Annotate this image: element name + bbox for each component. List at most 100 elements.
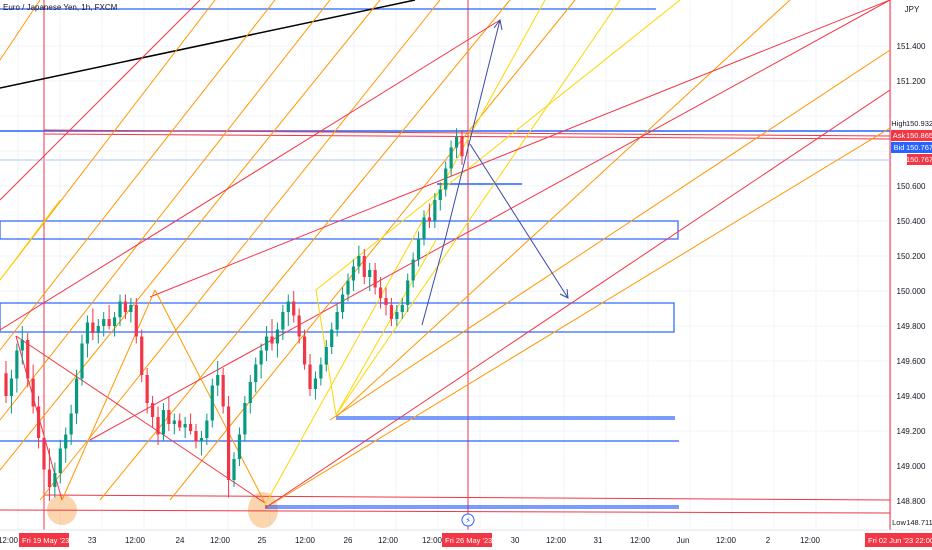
x-tick-label: 26 (344, 536, 353, 545)
trend-line[interactable] (169, 0, 576, 501)
x-tick-label: 12:00 (546, 536, 567, 545)
price-tag-label-box (891, 118, 907, 129)
candle-body (161, 410, 166, 435)
trend-line[interactable] (0, 0, 41, 61)
price-tag-label: Ask (893, 131, 906, 140)
price-tag-value: 150.767 (906, 155, 932, 164)
trend-line[interactable] (0, 0, 201, 201)
price-tag-label-box (891, 517, 907, 528)
trend-line[interactable] (43, 133, 891, 140)
candle-body (140, 336, 144, 375)
candle-body (58, 448, 62, 473)
low-marker-circle (248, 492, 278, 528)
candle-body (64, 434, 68, 449)
y-tick-label: 148.800 (897, 497, 926, 506)
candle-body (389, 305, 394, 319)
x-tick-label: 24 (176, 536, 185, 545)
trend-line[interactable] (335, 0, 621, 416)
candle-body (449, 147, 453, 169)
candle-body (9, 378, 14, 396)
price-tag-box (907, 517, 932, 528)
candle-body (340, 294, 345, 312)
price-tag-value: 148.711 (906, 518, 932, 527)
candle-body (205, 420, 209, 438)
candle-body (118, 301, 122, 318)
price-tag-value: 150.932 (906, 119, 932, 128)
symbol-title: Euro / Japanese Yen, 1h, FXCM (3, 3, 118, 12)
candle-body (330, 329, 334, 347)
trend-line[interactable] (264, 127, 891, 509)
candle-body (172, 420, 176, 424)
price-axis[interactable] (891, 0, 932, 530)
y-tick-label: 149.200 (897, 427, 926, 436)
candle-body (74, 378, 79, 414)
candle-body (400, 305, 404, 312)
trend-line[interactable] (39, 0, 441, 501)
y-tick-label: 150.000 (897, 287, 926, 296)
candle-body (129, 305, 133, 312)
trend-line[interactable] (0, 0, 276, 351)
trend-line[interactable] (0, 0, 381, 471)
candle-body (416, 238, 421, 260)
candle-body (80, 343, 84, 379)
forecast-path-down[interactable] (469, 143, 569, 299)
price-tag-box (907, 142, 932, 153)
pattern-line[interactable] (335, 239, 437, 416)
time-highlight-label: Fri 02 Jun '23 22:00 (868, 536, 932, 545)
flash-icon: ⚡ (465, 516, 471, 525)
pattern-line[interactable] (15, 335, 266, 504)
candle-body (292, 301, 296, 316)
candle-body (275, 329, 280, 344)
candle-body (308, 364, 312, 389)
trend-line[interactable] (0, 0, 416, 89)
trend-line[interactable] (335, 0, 791, 418)
candle-body (178, 420, 182, 428)
pattern-line[interactable] (154, 289, 266, 504)
candle-body (362, 256, 366, 277)
candle-body (188, 424, 193, 431)
candle-body (313, 378, 318, 389)
price-tag-label: Bid (894, 143, 905, 152)
pattern-line[interactable] (61, 289, 156, 501)
candle-body (15, 350, 19, 379)
candle-body (411, 259, 415, 281)
trend-line[interactable] (0, 0, 331, 421)
candle-body (4, 373, 8, 396)
candle-body (433, 200, 437, 221)
x-tick-label: 12:00 (210, 536, 231, 545)
candle-body (112, 317, 117, 326)
trend-line[interactable] (43, 494, 891, 501)
x-tick-label: 12:00 (716, 536, 737, 545)
forecast-path-up[interactable] (421, 19, 501, 326)
y-tick-label: 149.800 (897, 322, 926, 331)
candle-body (194, 431, 198, 442)
candle-body (226, 406, 231, 480)
price-tag-label-box (891, 130, 907, 141)
candle-body (259, 350, 263, 365)
candle-body (31, 378, 35, 407)
candle-body (438, 189, 442, 200)
x-tick-label: 12:00 (295, 536, 316, 545)
price-tag-box (907, 118, 932, 129)
time-highlight-box (442, 533, 492, 547)
trend-line[interactable] (0, 509, 891, 514)
trend-line[interactable] (0, 19, 501, 331)
candle-body (42, 438, 46, 470)
candle-body (454, 137, 459, 148)
price-tag-label: Low (892, 518, 906, 527)
trend-line[interactable] (89, 0, 891, 441)
trend-line[interactable] (0, 199, 61, 281)
trend-line[interactable] (264, 89, 891, 509)
trend-line[interactable] (264, 0, 546, 506)
candle-body (395, 312, 399, 319)
trend-line[interactable] (315, 0, 681, 291)
trend-line[interactable] (149, 0, 891, 298)
trend-line[interactable] (0, 0, 216, 281)
trend-line[interactable] (329, 49, 891, 421)
candle-body (167, 410, 171, 424)
flash-marker[interactable] (461, 513, 475, 527)
candle-body (335, 312, 339, 330)
candle-body (96, 326, 100, 333)
